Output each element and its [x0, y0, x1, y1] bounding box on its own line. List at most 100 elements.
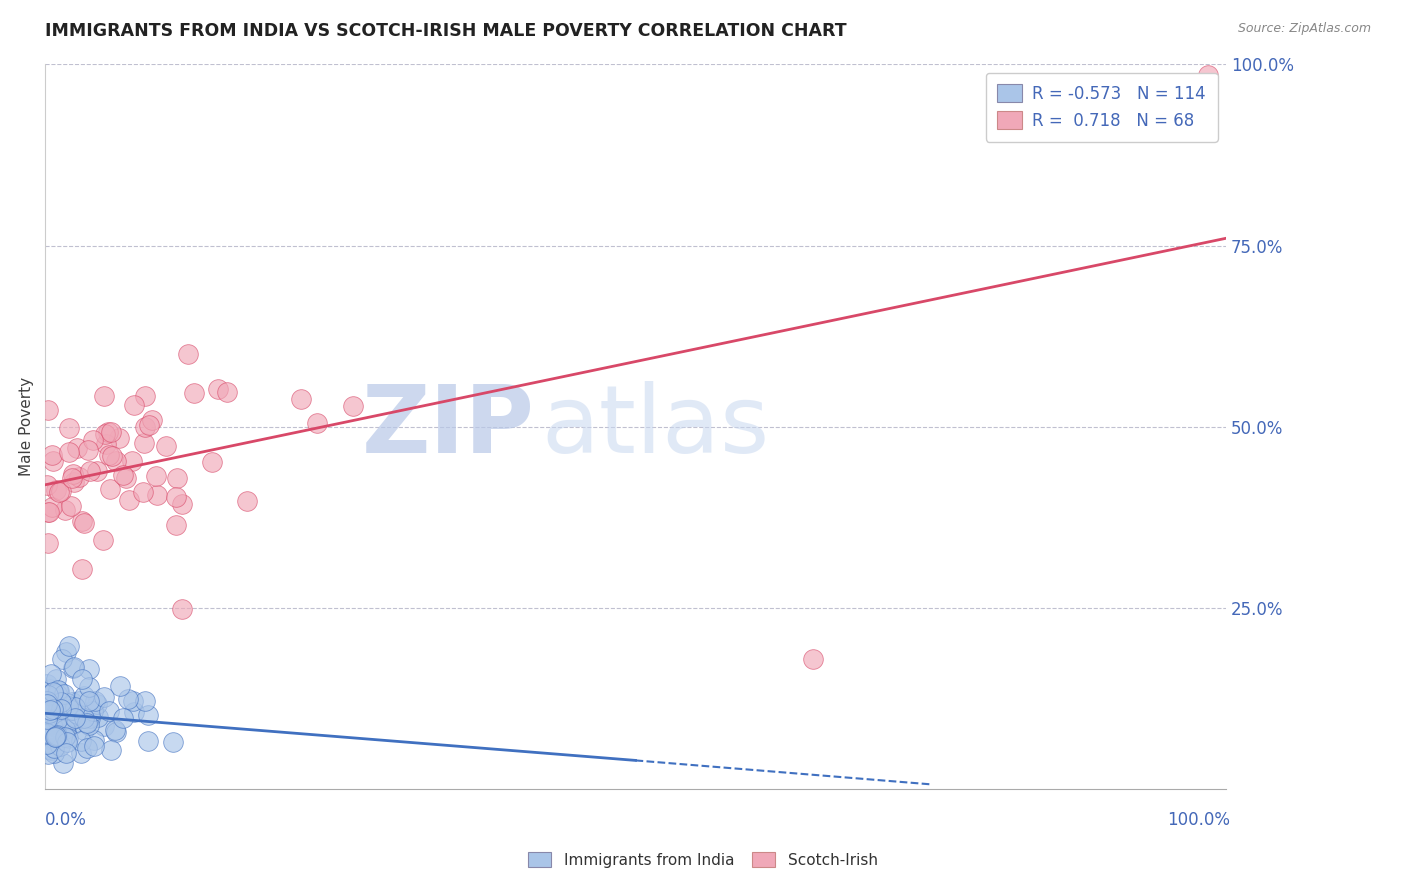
Point — [60, 499, 83, 513]
Point — [39, 703, 62, 717]
Point — [37, 697, 59, 711]
Point — [56, 699, 79, 714]
Point — [132, 485, 155, 500]
Point — [41, 695, 63, 709]
Point — [83, 739, 105, 754]
Point — [155, 439, 177, 453]
Point — [98, 705, 121, 719]
Point — [217, 384, 239, 399]
Point — [38, 505, 60, 519]
Point — [53, 503, 76, 517]
Point — [138, 707, 160, 722]
Point — [53, 723, 76, 737]
Point — [172, 498, 194, 512]
Point — [141, 413, 163, 427]
Point — [77, 681, 100, 695]
Point — [121, 694, 143, 708]
Point — [290, 392, 312, 407]
Point — [79, 710, 101, 724]
Point — [62, 467, 84, 481]
Point — [93, 388, 115, 402]
Point — [63, 660, 86, 674]
Point — [76, 741, 98, 756]
Point — [60, 703, 83, 717]
Point — [44, 697, 66, 711]
Point — [42, 685, 65, 699]
Point — [37, 689, 59, 703]
Point — [51, 695, 73, 709]
Point — [60, 718, 83, 732]
Point — [67, 694, 90, 708]
Point — [70, 673, 93, 687]
Point — [48, 485, 70, 500]
Point — [55, 645, 77, 659]
Point — [72, 690, 94, 704]
Point — [41, 713, 63, 727]
Point — [114, 471, 136, 485]
Point — [122, 398, 145, 412]
Legend: R = -0.573   N = 114, R =  0.718   N = 68: R = -0.573 N = 114, R = 0.718 N = 68 — [986, 72, 1218, 142]
Point — [121, 453, 143, 467]
Point — [38, 731, 60, 746]
Point — [37, 727, 59, 741]
Point — [72, 711, 94, 725]
Point — [53, 730, 76, 744]
Point — [41, 702, 63, 716]
Point — [45, 729, 67, 743]
Point — [48, 684, 70, 698]
Point — [45, 714, 67, 728]
Point — [58, 445, 80, 459]
Point — [165, 518, 187, 533]
Text: atlas: atlas — [541, 381, 769, 473]
Point — [38, 702, 60, 716]
Point — [801, 652, 824, 666]
Point — [93, 719, 115, 733]
Point — [37, 402, 59, 417]
Point — [62, 709, 84, 723]
Point — [77, 694, 100, 708]
Point — [73, 516, 96, 530]
Point — [77, 442, 100, 457]
Point — [45, 730, 67, 744]
Point — [207, 382, 229, 396]
Point — [118, 493, 141, 508]
Point — [93, 690, 115, 704]
Point — [62, 660, 84, 674]
Point — [70, 562, 93, 576]
Point — [136, 734, 159, 748]
Point — [48, 739, 70, 753]
Point — [42, 454, 65, 468]
Point — [58, 731, 80, 746]
Point — [37, 737, 59, 751]
Point — [39, 736, 62, 750]
Point — [45, 483, 67, 497]
Point — [37, 742, 59, 756]
Point — [101, 449, 124, 463]
Point — [45, 715, 67, 730]
Point — [38, 696, 60, 710]
Point — [45, 728, 67, 742]
Point — [86, 464, 108, 478]
Point — [100, 743, 122, 757]
Point — [134, 389, 156, 403]
Point — [41, 500, 63, 514]
Point — [44, 740, 66, 755]
Point — [46, 682, 69, 697]
Point — [51, 712, 73, 726]
Point — [58, 421, 80, 435]
Point — [37, 724, 59, 739]
Point — [82, 704, 104, 718]
Point — [41, 706, 63, 720]
Point — [105, 453, 128, 467]
Point — [63, 710, 86, 724]
Point — [37, 535, 59, 549]
Point — [39, 717, 62, 731]
Point — [46, 699, 69, 714]
Point — [100, 425, 122, 440]
Point — [63, 700, 86, 714]
Point — [87, 710, 110, 724]
Point — [305, 416, 328, 430]
Point — [37, 506, 59, 520]
Point — [45, 687, 67, 701]
Point — [108, 431, 131, 445]
